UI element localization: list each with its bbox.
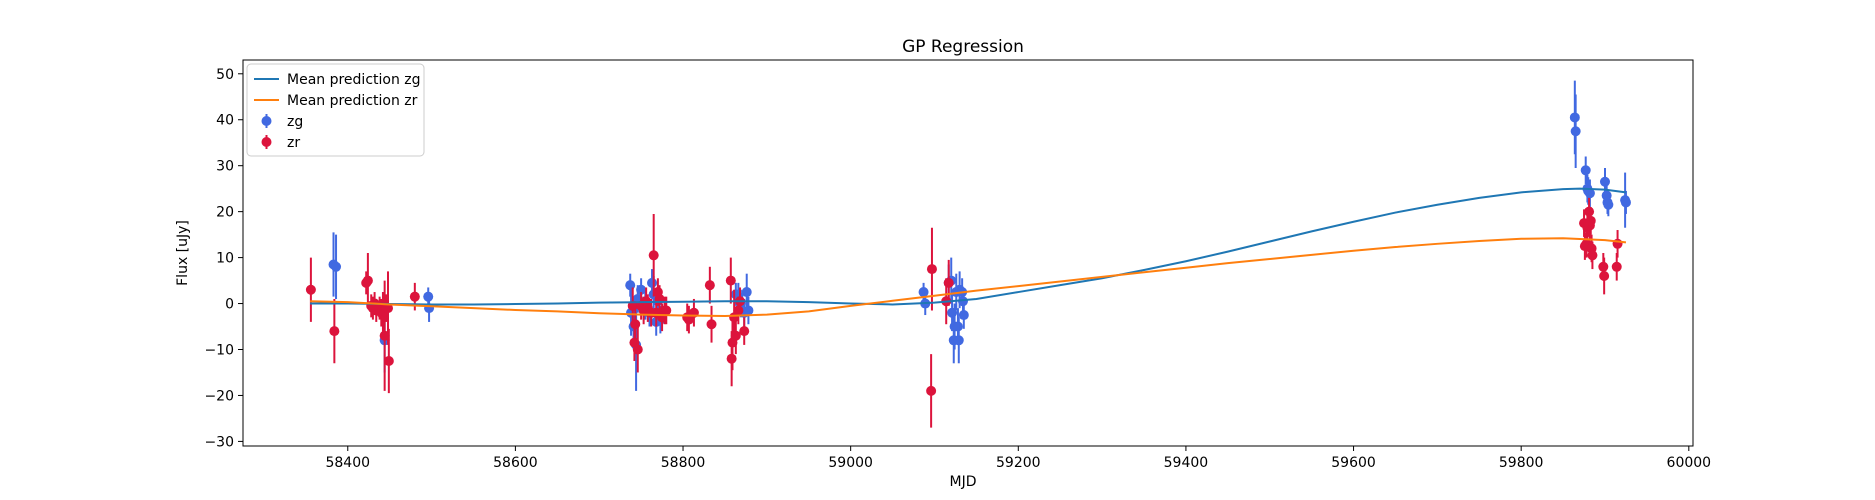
- data-point-zg-34: [953, 335, 964, 346]
- legend-label-zg-line: Mean prediction zg: [287, 72, 421, 88]
- legend-swatch-zg-points: [261, 116, 272, 126]
- data-point-zr-15: [409, 291, 420, 302]
- data-point-zg-24: [743, 305, 754, 316]
- data-point-zg-1: [331, 261, 342, 272]
- legend-swatch-zr-points: [261, 137, 272, 147]
- y-axis-label: Flux [uJy]: [175, 220, 191, 286]
- chart-title: GP Regression: [902, 37, 1024, 57]
- data-point-zr-1: [329, 326, 340, 337]
- legend-label-zr-line: Mean prediction zr: [287, 93, 418, 109]
- y-tick-label--20: −20: [204, 388, 234, 404]
- series-zg: [328, 80, 1631, 391]
- data-point-zg-23: [741, 287, 752, 298]
- x-axis-label: MJD: [950, 474, 977, 490]
- series-zr: [305, 197, 1623, 428]
- y-tick-label-40: 40: [216, 113, 234, 129]
- x-tick-label-58400: 58400: [325, 455, 370, 471]
- data-point-zr-56: [1585, 215, 1596, 226]
- x-tick-label-59800: 59800: [1499, 455, 1544, 471]
- data-point-zg-40: [1570, 126, 1581, 137]
- y-tick-label--10: −10: [204, 343, 234, 359]
- y-tick-label--30: −30: [204, 434, 234, 450]
- data-point-zr-46: [926, 264, 937, 275]
- data-point-zr-14: [383, 355, 394, 366]
- legend-box: [246, 63, 425, 157]
- data-point-zr-13: [383, 303, 393, 314]
- data-point-zg-50: [1620, 197, 1631, 208]
- x-tick-label-58600: 58600: [493, 455, 538, 471]
- data-point-zg-45: [1599, 176, 1610, 187]
- x-tick-label-60000: 60000: [1667, 455, 1712, 471]
- data-point-zr-45: [926, 385, 937, 396]
- y-tick-label-10: 10: [216, 251, 234, 267]
- data-point-zr-48: [943, 277, 954, 288]
- data-point-zr-61: [1611, 261, 1622, 272]
- x-tick-label-59600: 59600: [1331, 455, 1376, 471]
- data-point-zg-48: [1603, 199, 1614, 210]
- data-point-zr-35: [704, 280, 715, 291]
- legend-label-zr-points: zr: [287, 135, 300, 151]
- data-point-zr-37: [725, 275, 736, 286]
- x-axis-ticks: 58400 58600 58800 59000 59200 59400 59600 59800…: [325, 446, 1711, 471]
- y-tick-label-0: 0: [225, 297, 234, 313]
- data-point-zr-41: [730, 330, 741, 341]
- y-tick-label-30: 30: [216, 159, 234, 175]
- y-axis-ticks: −30 −20 −10 0 10 20 30 40 50: [204, 67, 243, 450]
- data-point-zr-60: [1599, 270, 1610, 281]
- data-point-zr-0: [305, 284, 316, 295]
- data-point-zr-42: [733, 305, 744, 316]
- legend-label-zg-points: zg: [287, 114, 303, 130]
- x-tick-label-59200: 59200: [996, 455, 1041, 471]
- data-point-zr-3: [362, 275, 373, 286]
- y-tick-label-50: 50: [216, 67, 234, 83]
- mean-line-zr: [310, 237, 1627, 317]
- data-point-zr-44: [739, 326, 750, 337]
- y-tick-label-20: 20: [216, 205, 234, 221]
- x-tick-label-58800: 58800: [661, 455, 706, 471]
- plot-marks: [305, 80, 1631, 428]
- data-point-zg-41: [1580, 165, 1591, 176]
- data-point-zr-19: [632, 344, 643, 355]
- plot-frame: [242, 59, 1694, 447]
- data-point-zg-25: [918, 287, 929, 298]
- data-point-zr-33: [683, 314, 694, 325]
- legend: Mean prediction zg Mean prediction zr zg zr: [246, 63, 425, 157]
- data-point-zr-31: [661, 305, 672, 316]
- x-tick-label-59000: 59000: [828, 455, 873, 471]
- data-point-zg-38: [958, 310, 969, 321]
- data-point-zg-44: [1584, 188, 1595, 199]
- mean-line-zg: [310, 187, 1627, 306]
- data-point-zr-36: [706, 319, 717, 330]
- x-tick-label-59400: 59400: [1164, 455, 1209, 471]
- data-point-zg-14: [647, 277, 658, 288]
- data-point-zr-58: [1587, 250, 1598, 261]
- data-point-zg-11: [636, 284, 647, 295]
- data-point-zr-25: [648, 250, 659, 261]
